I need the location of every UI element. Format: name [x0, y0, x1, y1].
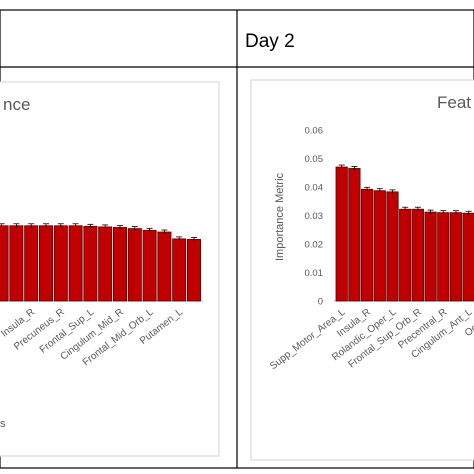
y-tick-label: 0.03: [305, 211, 324, 222]
bar: [411, 208, 425, 302]
bar: [335, 166, 348, 302]
bar: [360, 188, 374, 302]
bar: [68, 225, 83, 302]
bar: [172, 238, 187, 302]
right-y-axis-title: Importance Metric: [274, 172, 286, 261]
bar: [113, 227, 128, 302]
y-tick-label: 0.05: [305, 154, 324, 165]
bar: [24, 225, 39, 302]
bar: [449, 212, 463, 302]
bar: [0, 225, 9, 302]
y-tick-label: 0.01: [305, 268, 324, 279]
bar: [348, 168, 361, 302]
bar: [424, 211, 437, 302]
bar: [386, 191, 399, 302]
y-tick-label: 0.04: [305, 183, 324, 194]
bar: [186, 239, 201, 302]
bar: [127, 228, 142, 302]
table-frame: [0, 9, 474, 469]
left-chart-footer-text: s: [0, 418, 6, 430]
bar: [9, 225, 24, 302]
bar: [399, 208, 412, 302]
y-tick-label: 0.06: [305, 126, 324, 137]
left-chart-title: nce: [3, 95, 30, 114]
bar: [462, 212, 474, 302]
bar: [157, 231, 172, 302]
y-tick-label: 0: [318, 297, 323, 308]
right-chart-title: Feat: [437, 93, 471, 112]
bar: [142, 229, 157, 302]
day-2-header: Day 2: [245, 31, 295, 52]
bar: [39, 225, 54, 302]
y-tick-label: 0.02: [305, 240, 324, 251]
bar: [98, 226, 113, 302]
bar: [437, 212, 450, 302]
bar: [83, 225, 98, 302]
bar: [373, 190, 386, 302]
bar: [53, 225, 68, 302]
